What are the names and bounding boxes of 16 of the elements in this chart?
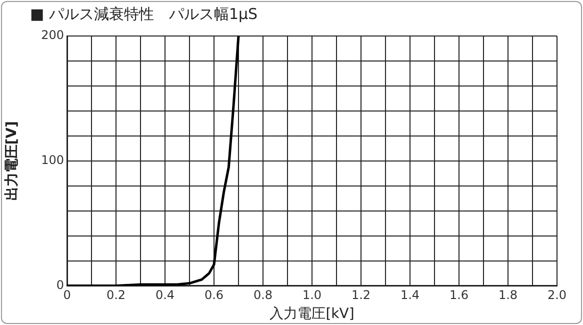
chart-title: ■ パルス減衰特性 パルス幅1μS: [30, 5, 258, 24]
y-tick-label: 0: [56, 278, 64, 292]
x-tick-label: 0.2: [106, 288, 126, 302]
x-tick-label: 1.6: [449, 288, 469, 302]
x-tick-label: 1.4: [400, 288, 420, 302]
x-axis-title: 入力電圧[kV]: [270, 306, 354, 322]
x-tick-label: 0.4: [155, 288, 175, 302]
x-tick-label: 0.6: [204, 288, 224, 302]
x-tick-label: 0.8: [253, 288, 273, 302]
y-tick-label: 100: [41, 153, 64, 168]
y-axis-title: 出力電圧[V]: [4, 121, 20, 201]
y-tick-label: 200: [41, 28, 64, 42]
x-tick-label: 1.2: [351, 288, 371, 302]
x-tick-label: 1.8: [498, 288, 518, 302]
x-tick-label: 2.0: [547, 288, 567, 302]
x-tick-label: 1.0: [302, 288, 322, 302]
